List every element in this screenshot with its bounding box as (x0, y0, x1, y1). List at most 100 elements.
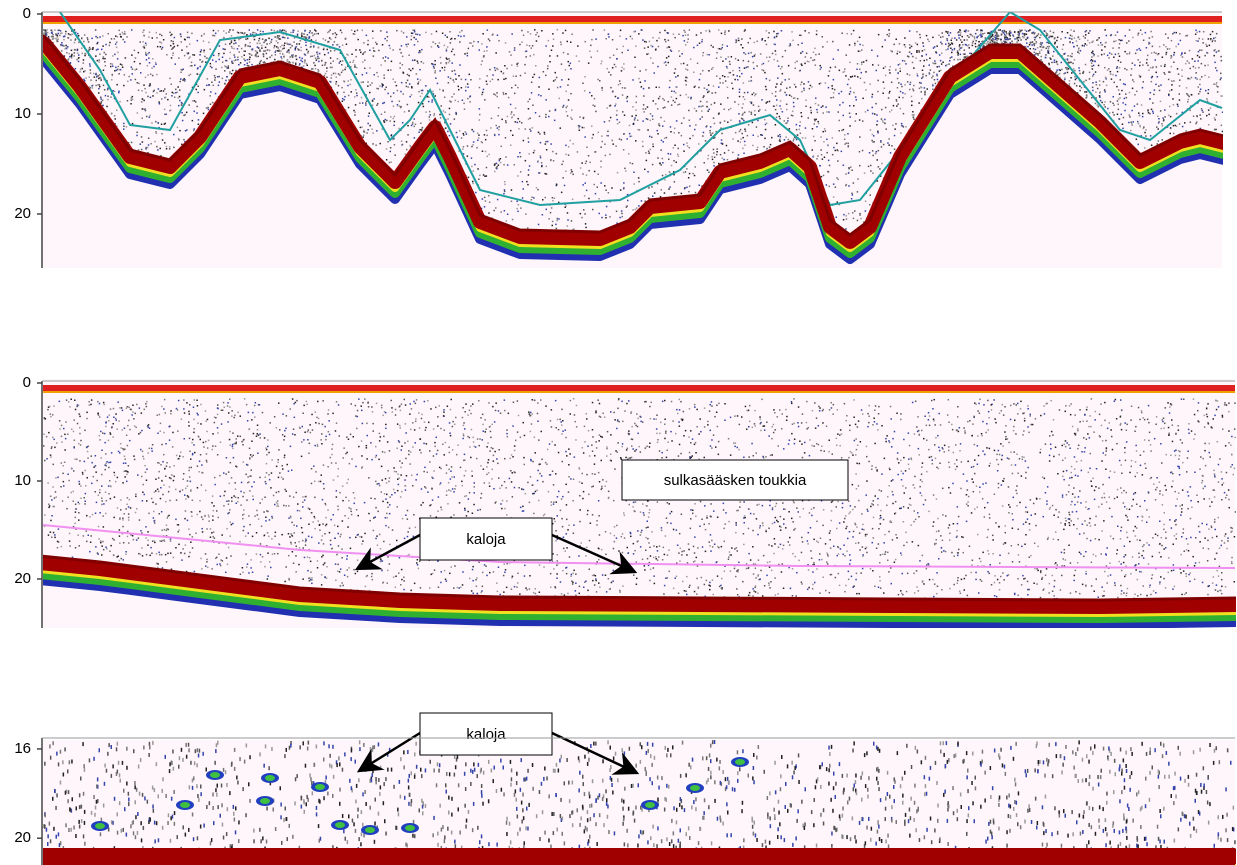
echo-dot (411, 32, 413, 34)
echo-dot (775, 50, 777, 52)
echo-dot (219, 81, 221, 83)
echo-dot (370, 84, 372, 86)
echo-dot (1149, 98, 1151, 100)
echo-dot (51, 32, 53, 34)
echo-dot (857, 63, 859, 65)
echo-dot (406, 149, 408, 151)
echo-dot (871, 50, 873, 52)
echo-dot (87, 39, 89, 41)
echo-dot (407, 80, 409, 82)
echo-dot (1035, 49, 1037, 51)
echo-dot (882, 93, 884, 95)
echo-dot (333, 60, 335, 62)
echo-dot (210, 104, 212, 106)
echo-dot (829, 70, 831, 72)
echo-dot (110, 66, 112, 68)
echo-dot (103, 402, 105, 404)
echo-dot (93, 476, 95, 478)
echo-dot (612, 140, 614, 142)
echo-dot (228, 67, 230, 69)
echo-dot (1144, 147, 1146, 149)
echo-dot (189, 43, 191, 45)
echo-dot (531, 92, 533, 94)
echo-dot (296, 59, 298, 61)
echo-dot (662, 158, 664, 160)
echo-dot (632, 38, 634, 40)
echo-dot (652, 164, 654, 166)
echo-dot (1215, 37, 1217, 39)
echo-dot (773, 432, 775, 434)
echo-dot (1181, 53, 1183, 55)
echo-dot (554, 198, 556, 200)
echo-dot (372, 100, 374, 102)
echo-dot (1168, 79, 1170, 81)
echo-dot (385, 56, 387, 58)
echo-dot (945, 31, 947, 33)
echo-dot (520, 75, 522, 77)
echo-dot (821, 67, 823, 69)
echo-dot (351, 91, 353, 93)
echo-dot (1104, 91, 1106, 93)
echo-dot (964, 430, 966, 432)
echo-dot (1130, 74, 1132, 76)
echo-dot (298, 49, 300, 51)
echo-dot (1173, 133, 1175, 135)
echo-dot (533, 197, 535, 199)
echo-dot (1097, 55, 1099, 57)
echo-dot (693, 47, 695, 49)
echo-dot (972, 35, 974, 37)
echo-dot (815, 119, 817, 121)
echo-dot (382, 103, 384, 105)
echo-dot (913, 114, 915, 116)
echo-dot (631, 136, 633, 138)
echo-dot (264, 566, 266, 568)
echo-dot (476, 147, 478, 149)
echo-dot (497, 35, 499, 37)
echo-dot (552, 200, 554, 202)
echo-dot (723, 109, 725, 111)
echo-dot (898, 594, 900, 596)
echo-dot (636, 102, 638, 104)
echo-dot (303, 36, 305, 38)
echo-dot (1151, 52, 1153, 54)
echo-dot (811, 112, 813, 114)
echo-dot (747, 135, 749, 137)
echo-dot (877, 132, 879, 134)
echo-dot (803, 90, 805, 92)
echo-dot (1122, 128, 1124, 130)
echo-dot (252, 32, 254, 34)
echo-dot (1132, 63, 1134, 65)
echo-dot (310, 571, 312, 573)
echo-dot (1152, 76, 1154, 78)
echo-dot (359, 102, 361, 104)
echo-dot (208, 42, 210, 44)
echo-dot (372, 143, 374, 145)
echo-dot (654, 192, 656, 194)
echo-dot (1114, 498, 1116, 500)
echo-dot (172, 52, 174, 54)
echo-dot (151, 67, 153, 69)
echo-dot (448, 76, 450, 78)
echo-dot (364, 68, 366, 70)
echo-dot (555, 530, 557, 532)
echo-dot (312, 56, 314, 58)
echo-dot (791, 433, 793, 435)
echo-dot (1104, 101, 1106, 103)
echo-dot (161, 42, 163, 44)
echo-dot (1158, 140, 1160, 142)
echo-dot (539, 133, 541, 135)
echo-dot (883, 68, 885, 70)
echo-dot (307, 65, 309, 67)
echo-dot (330, 39, 332, 41)
echo-dot (636, 96, 638, 98)
echo-dot (724, 571, 726, 573)
echo-dot (1188, 96, 1190, 98)
echo-dot (1124, 68, 1126, 70)
echo-dot (282, 37, 284, 39)
echo-dot (954, 556, 956, 558)
echo-dot (146, 44, 148, 46)
echo-dot (112, 63, 114, 65)
echo-dot (1138, 144, 1140, 146)
echo-dot (623, 46, 625, 48)
echo-dot (681, 135, 683, 137)
